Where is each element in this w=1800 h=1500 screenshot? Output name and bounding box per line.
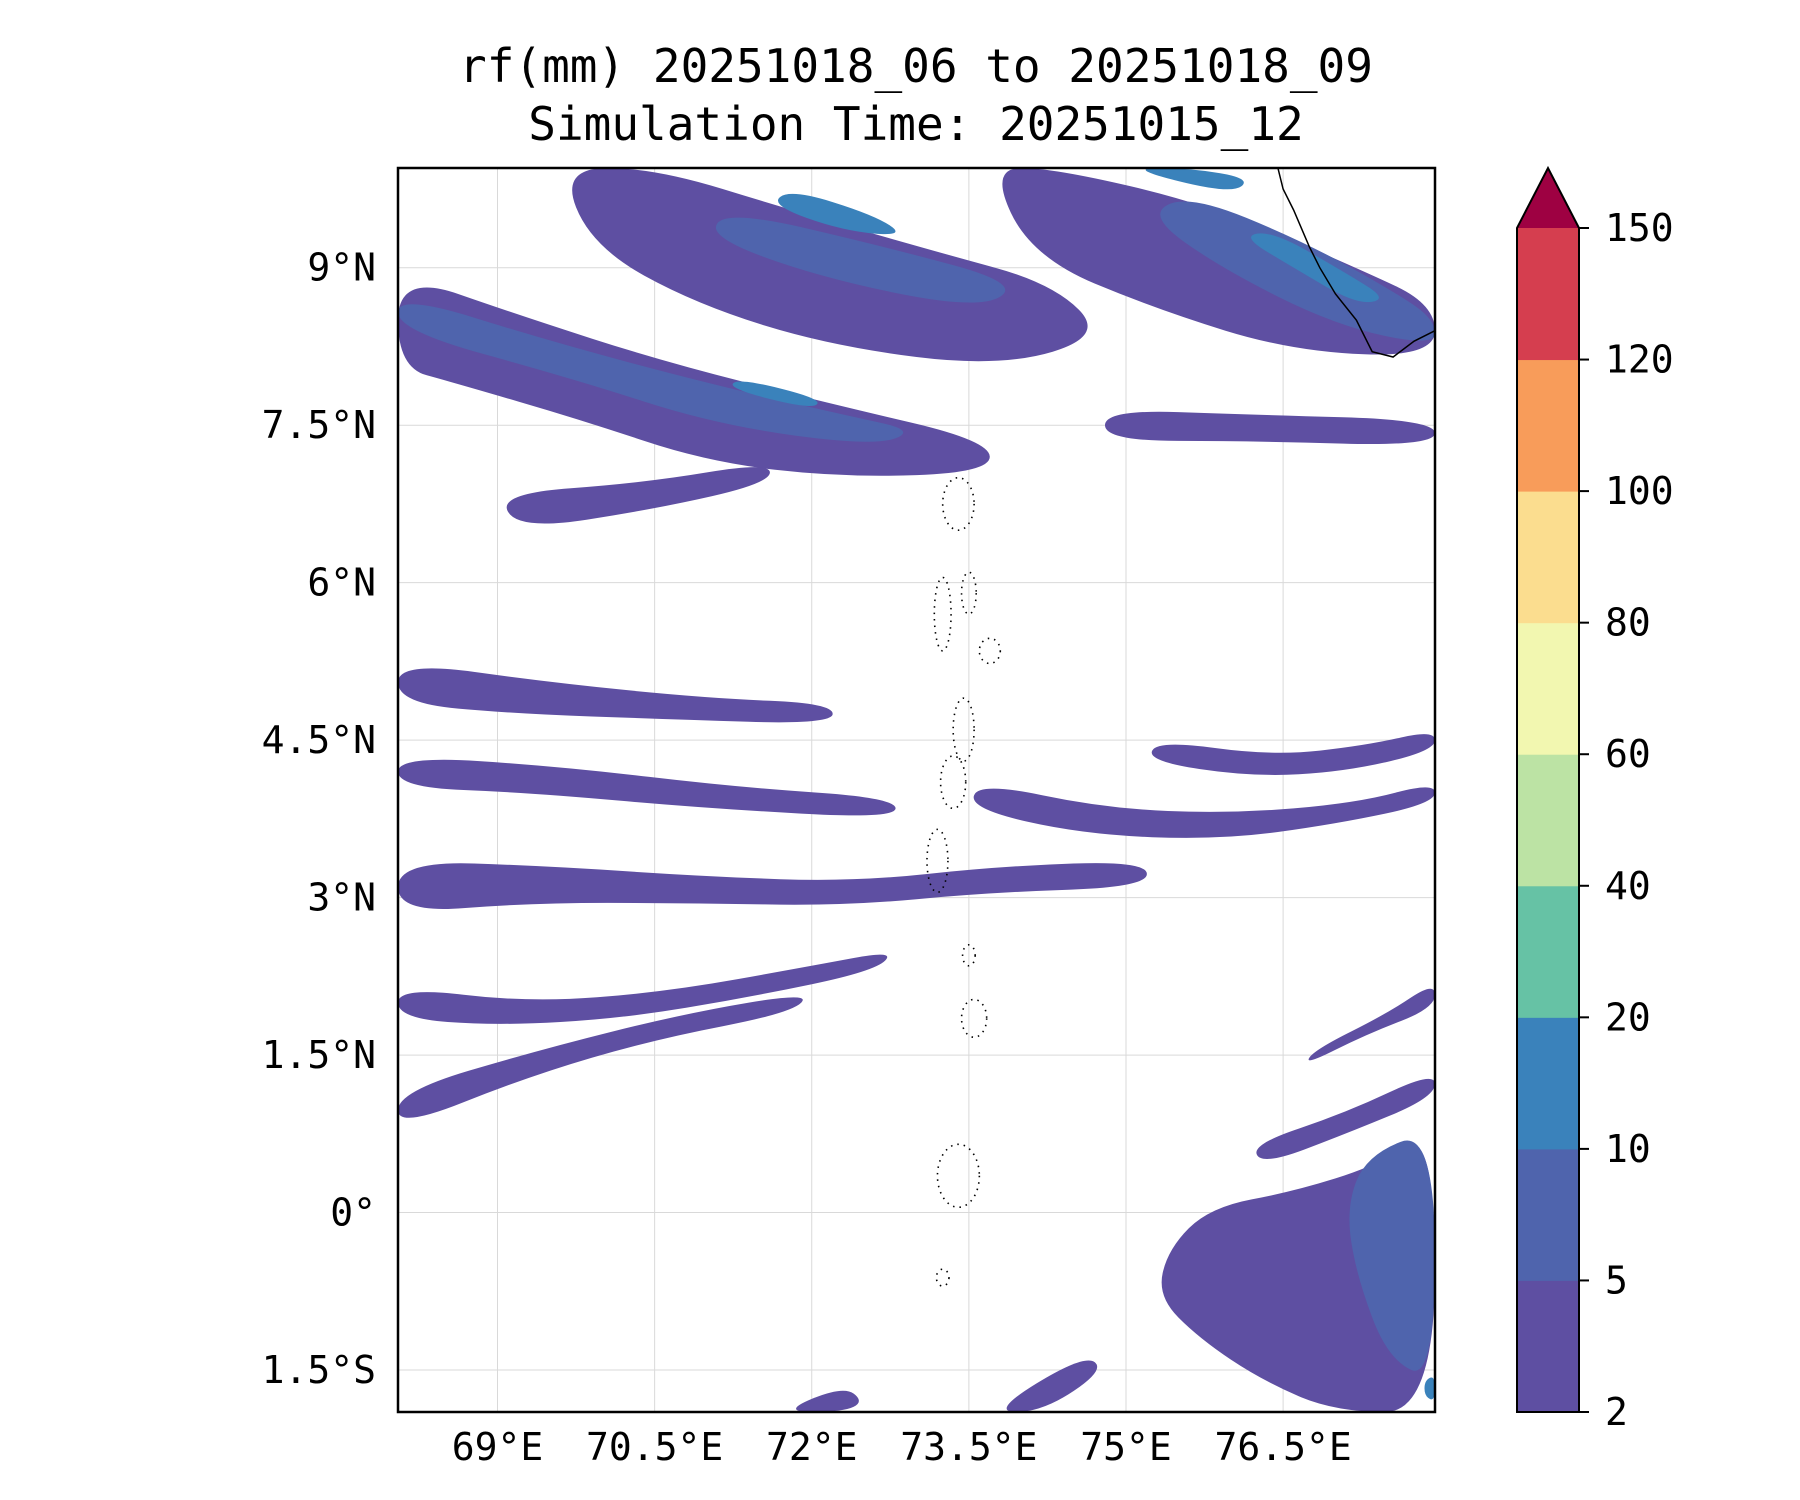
latitude-axis: 9°N 7.5°N 6°N 4.5°N 3°N 1.5°N 0° 1.5°S: [262, 246, 376, 1392]
rain-band: [398, 759, 896, 816]
rain-band: [1349, 1140, 1435, 1371]
atoll-outline: [960, 998, 988, 1039]
atoll-outline: [941, 476, 975, 531]
rain-band: [732, 381, 818, 406]
rain-band: [1006, 1360, 1098, 1412]
colorbar-segment: [1517, 1280, 1579, 1413]
atoll-outline: [936, 1143, 981, 1209]
colorbar-tick-label: 5: [1605, 1258, 1628, 1302]
colorbar-tick-label: 100: [1605, 469, 1674, 513]
atoll-outline: [926, 828, 949, 894]
rain-band: [506, 467, 770, 524]
lon-tick-label: 75°E: [1080, 1425, 1172, 1469]
lon-tick-label: 69°E: [452, 1425, 544, 1469]
rain-band: [1151, 734, 1435, 775]
lon-tick-label: 76.5°E: [1214, 1425, 1351, 1469]
atoll-outline: [960, 571, 978, 615]
colorbar-tick-label: 10: [1605, 1127, 1651, 1171]
lat-tick-label: 9°N: [307, 246, 376, 290]
atoll-outline: [933, 576, 952, 652]
colorbar-segment: [1517, 359, 1579, 492]
rain-band: [796, 1390, 859, 1412]
rain-band: [398, 997, 803, 1118]
colorbar-tick-label: 60: [1605, 732, 1651, 776]
colorbar-segment: [1517, 622, 1579, 755]
lat-tick-label: 1.5°N: [262, 1033, 376, 1077]
rain-band: [1424, 1377, 1435, 1400]
rain-band: [715, 217, 1006, 303]
colorbar-tick-label: 20: [1605, 995, 1651, 1039]
lat-tick-label: 1.5°S: [262, 1348, 376, 1392]
colorbar: 2 5 10 20 40 60 80 100 120 150: [1516, 165, 1674, 1434]
title-line-2: Simulation Time: 20251015_12: [528, 97, 1303, 151]
lat-tick-label: 0°: [330, 1191, 376, 1235]
colorbar-tick-label: 40: [1605, 864, 1651, 908]
colorbar-tick-label: 150: [1605, 206, 1674, 250]
title-line-1: rf(mm) 20251018_06 to 20251018_09: [459, 39, 1373, 93]
map-area: [396, 166, 1437, 1414]
lat-tick-label: 3°N: [307, 876, 376, 920]
lat-tick-label: 7.5°N: [262, 403, 376, 447]
rain-band: [398, 668, 833, 723]
rain-band: [1256, 1078, 1435, 1160]
atoll-outline: [939, 755, 967, 810]
rain-band: [1308, 988, 1435, 1061]
rain-band: [398, 304, 904, 442]
rain-band: [777, 193, 896, 235]
rain-band: [1145, 168, 1244, 190]
colorbar-outline: [1516, 165, 1580, 1413]
colorbar-segment: [1517, 228, 1579, 361]
colorbar-segment: [1517, 1148, 1579, 1281]
atoll-outline: [952, 697, 975, 762]
rainfall-contours: [398, 168, 1435, 1412]
rain-band: [1105, 411, 1435, 445]
colorbar-segment: [1517, 754, 1579, 887]
map-frame: [396, 166, 1437, 1414]
colorbar-extend-arrow: [1517, 168, 1579, 228]
lon-tick-label: 72°E: [766, 1425, 858, 1469]
lon-tick-label: 70.5°E: [586, 1425, 723, 1469]
colorbar-tick-label: 80: [1605, 601, 1651, 645]
rain-band: [398, 954, 888, 1024]
colorbar-segment: [1517, 1017, 1579, 1150]
rain-band: [1251, 233, 1379, 303]
rain-band: [973, 787, 1435, 838]
coastline-layer: [926, 168, 1435, 1287]
lat-tick-label: 4.5°N: [262, 718, 376, 762]
coastline: [1277, 168, 1435, 358]
colorbar-segment: [1517, 491, 1579, 624]
lat-tick-label: 6°N: [307, 561, 376, 605]
colorbar-tick-label: 2: [1605, 1390, 1628, 1434]
lon-tick-label: 73.5°E: [900, 1425, 1037, 1469]
colorbar-tick-label: 120: [1605, 338, 1674, 382]
longitude-axis: 69°E 70.5°E 72°E 73.5°E 75°E 76.5°E: [452, 1425, 1352, 1469]
atoll-outline: [935, 1268, 950, 1287]
atoll-outline: [978, 637, 1002, 665]
atoll-outline: [961, 944, 976, 967]
colorbar-segment: [1517, 885, 1579, 1018]
rain-band: [398, 863, 1147, 909]
rain-band: [1160, 201, 1435, 341]
